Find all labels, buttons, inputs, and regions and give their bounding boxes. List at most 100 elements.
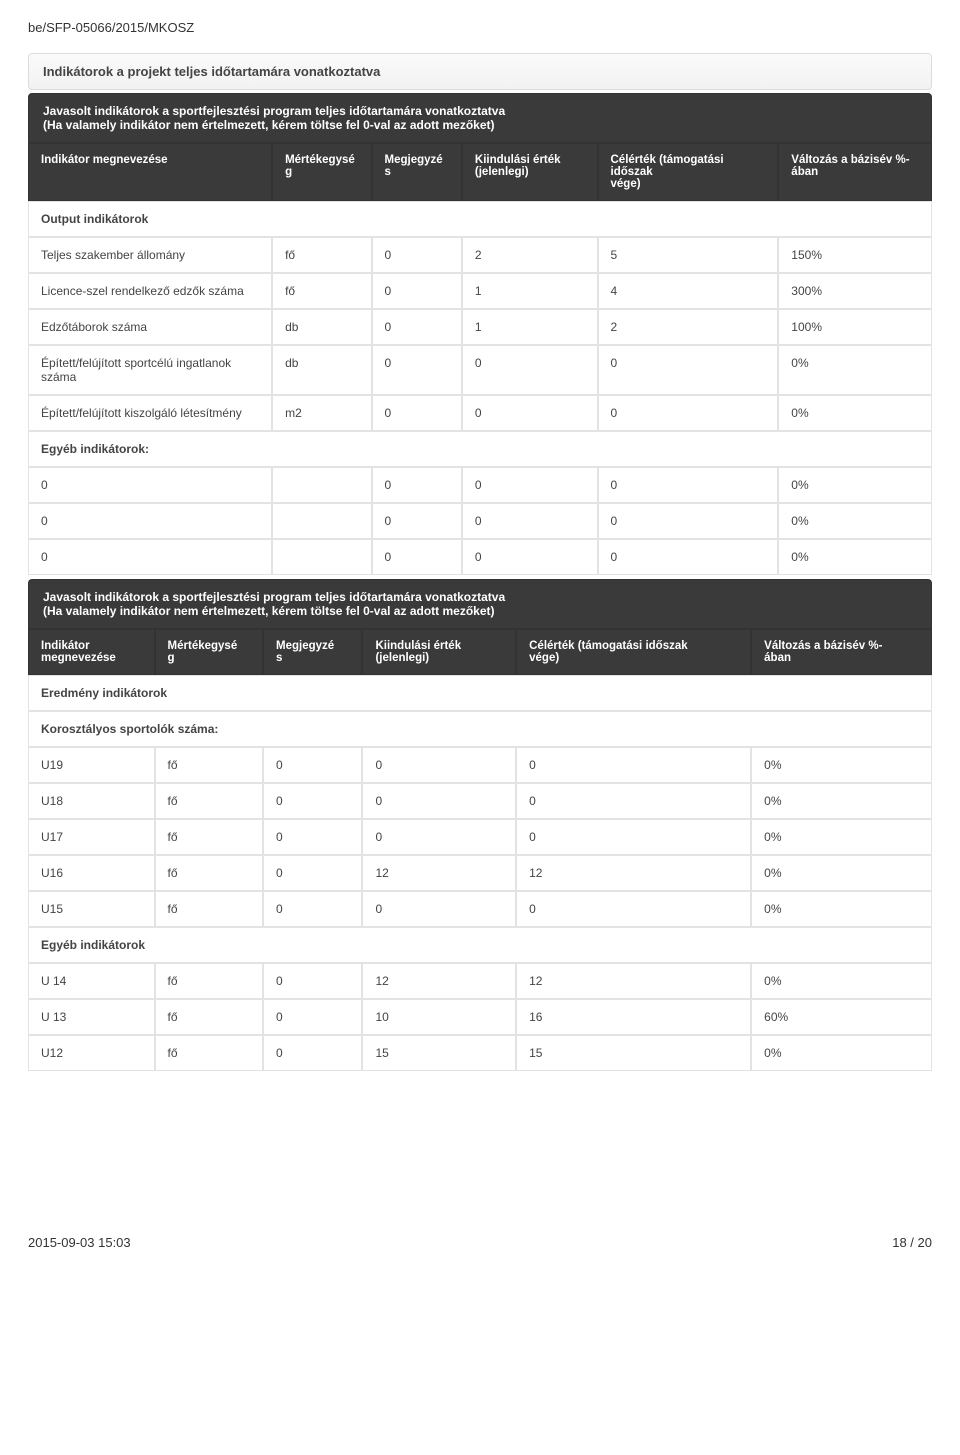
table-row: 00000% (28, 467, 932, 503)
cell-change: 0% (751, 783, 932, 819)
cell-note: 0 (372, 273, 462, 309)
cell-start: 0 (462, 539, 598, 575)
cell-unit (272, 503, 371, 539)
cell-unit (272, 539, 371, 575)
cell-start: 0 (362, 783, 516, 819)
page-footer: 2015-09-03 15:03 18 / 20 (0, 1225, 960, 1268)
block2-header-line1: Javasolt indikátorok a sportfejlesztési … (43, 590, 917, 604)
table-row: 00000% (28, 539, 932, 575)
cell-name: U17 (28, 819, 155, 855)
cell-unit: fő (155, 747, 263, 783)
cell-note: 0 (263, 783, 362, 819)
cell-name: Licence-szel rendelkező edzők száma (28, 273, 272, 309)
table-row: U19fő0000% (28, 747, 932, 783)
cell-unit: fő (272, 273, 371, 309)
cell-start: 2 (462, 237, 598, 273)
cell-start: 0 (362, 819, 516, 855)
block1-table: Indikátor megnevezése Mértékegység Megje… (28, 143, 932, 575)
cell-change: 0% (751, 891, 932, 927)
table-row: Licence-szel rendelkező edzők számafő014… (28, 273, 932, 309)
table-row: U12fő015150% (28, 1035, 932, 1071)
footer-timestamp: 2015-09-03 15:03 (28, 1235, 131, 1250)
block1-header-line1: Javasolt indikátorok a sportfejlesztési … (43, 104, 917, 118)
cell-note: 0 (263, 963, 362, 999)
cell-name: U 14 (28, 963, 155, 999)
cell-change: 0% (778, 467, 932, 503)
cell-name: U15 (28, 891, 155, 927)
cell-note: 0 (263, 855, 362, 891)
cell-target: 15 (516, 1035, 751, 1071)
cell-target: 0 (598, 467, 779, 503)
cell-target: 4 (598, 273, 779, 309)
block1-header: Javasolt indikátorok a sportfejlesztési … (28, 93, 932, 143)
cell-note: 0 (372, 539, 462, 575)
cell-note: 0 (263, 999, 362, 1035)
cell-note: 0 (263, 1035, 362, 1071)
table-row: U 14fő012120% (28, 963, 932, 999)
cell-name: U 13 (28, 999, 155, 1035)
cell-change: 0% (778, 395, 932, 431)
col-start: Kiindulási érték(jelenlegi) (462, 143, 598, 201)
section-row: Eredmény indikátorok (28, 675, 932, 711)
table-row: U18fő0000% (28, 783, 932, 819)
block1-col-header-row: Indikátor megnevezése Mértékegység Megje… (28, 143, 932, 201)
cell-name: Épített/felújított sportcélú ingatlanok … (28, 345, 272, 395)
col-indicator-name: Indikátormegnevezése (28, 629, 155, 675)
cell-note: 0 (263, 891, 362, 927)
col-note: Megjegyzés (372, 143, 462, 201)
section-label: Egyéb indikátorok (28, 927, 932, 963)
table-row: U15fő0000% (28, 891, 932, 927)
cell-change: 0% (751, 855, 932, 891)
cell-start: 0 (462, 467, 598, 503)
cell-start: 15 (362, 1035, 516, 1071)
block2-header: Javasolt indikátorok a sportfejlesztési … (28, 579, 932, 629)
table-row: Épített/felújított kiszolgáló létesítmén… (28, 395, 932, 431)
cell-unit (272, 467, 371, 503)
cell-name: U12 (28, 1035, 155, 1071)
cell-start: 1 (462, 273, 598, 309)
cell-unit: fő (155, 891, 263, 927)
section-label: Egyéb indikátorok: (28, 431, 932, 467)
cell-unit: fő (272, 237, 371, 273)
cell-change: 0% (751, 963, 932, 999)
cell-target: 0 (598, 539, 779, 575)
cell-name: U19 (28, 747, 155, 783)
section-row: Korosztályos sportolók száma: (28, 711, 932, 747)
cell-change: 300% (778, 273, 932, 309)
table-row: U16fő012120% (28, 855, 932, 891)
cell-note: 0 (372, 467, 462, 503)
table-row: Épített/felújított sportcélú ingatlanok … (28, 345, 932, 395)
cell-change: 0% (778, 539, 932, 575)
cell-target: 0 (598, 503, 779, 539)
cell-change: 0% (751, 819, 932, 855)
cell-name: Épített/felújított kiszolgáló létesítmén… (28, 395, 272, 431)
cell-start: 0 (462, 395, 598, 431)
section-row: Egyéb indikátorok: (28, 431, 932, 467)
col-unit: Mértékegység (155, 629, 263, 675)
cell-target: 5 (598, 237, 779, 273)
cell-note: 0 (372, 309, 462, 345)
cell-unit: fő (155, 963, 263, 999)
cell-unit: fő (155, 783, 263, 819)
cell-start: 12 (362, 855, 516, 891)
col-change: Változás a bázisév %-ában (778, 143, 932, 201)
table-row: Teljes szakember állományfő025150% (28, 237, 932, 273)
table-row: 00000% (28, 503, 932, 539)
cell-unit: fő (155, 819, 263, 855)
col-unit: Mértékegység (272, 143, 371, 201)
section-row: Output indikátorok (28, 201, 932, 237)
block2-col-header-row: Indikátormegnevezése Mértékegység Megjeg… (28, 629, 932, 675)
col-target: Célérték (támogatási időszakvége) (598, 143, 779, 201)
section-label: Output indikátorok (28, 201, 932, 237)
document-reference: be/SFP-05066/2015/MKOSZ (28, 20, 932, 35)
block1-header-line2: (Ha valamely indikátor nem értelmezett, … (43, 118, 917, 132)
cell-name: 0 (28, 467, 272, 503)
cell-name: Edzőtáborok száma (28, 309, 272, 345)
cell-unit: fő (155, 1035, 263, 1071)
cell-start: 0 (462, 503, 598, 539)
cell-target: 0 (516, 819, 751, 855)
block2-header-line2: (Ha valamely indikátor nem értelmezett, … (43, 604, 917, 618)
cell-start: 0 (362, 747, 516, 783)
cell-note: 0 (263, 819, 362, 855)
col-indicator-name: Indikátor megnevezése (28, 143, 272, 201)
